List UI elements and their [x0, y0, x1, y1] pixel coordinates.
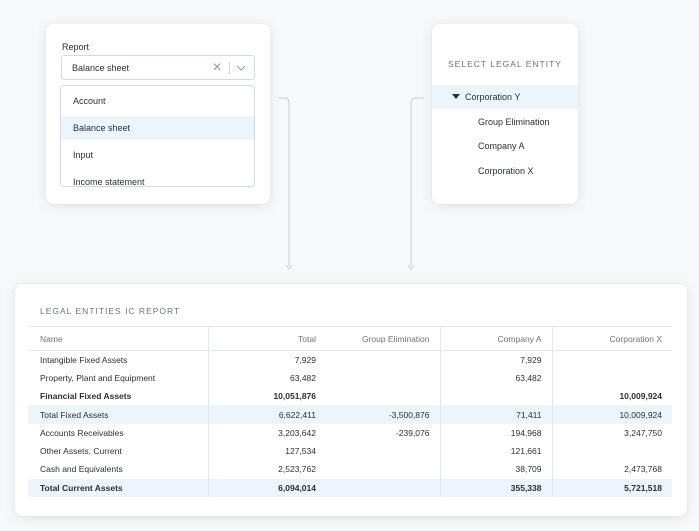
table-row[interactable]: Other Assets, Current 127,534 121,661	[28, 441, 672, 461]
tree-item-group-elimination[interactable]: Group Elimination	[432, 110, 578, 134]
dropdown-item-input[interactable]: Input	[61, 143, 254, 167]
row-name-cell: Accounts Receivables	[40, 427, 124, 438]
table-row[interactable]: Accounts Receivables 3,203,642 -239,076 194…	[28, 423, 672, 442]
report-selector-card: Report Balance sheet ✕ Account Balance s…	[46, 24, 270, 204]
value-cell	[551, 350, 672, 369]
dropdown-item-label: Account	[73, 96, 106, 106]
dropdown-item-balance-sheet[interactable]: Balance sheet	[61, 116, 254, 140]
tree-item-label: Corporation X	[478, 166, 534, 176]
tree-item-corporation-y[interactable]: Corporation Y	[432, 85, 578, 109]
dropdown-item-label: Input	[73, 150, 94, 160]
row-name-cell: Financial Fixed Assets	[40, 391, 132, 402]
value-cell: 121,661	[439, 441, 552, 461]
caret-down-icon[interactable]	[452, 94, 460, 99]
row-name-cell: Cash and Equivalents	[40, 464, 123, 475]
value-cell: 7,929	[207, 350, 326, 369]
value-cell: 355,338	[439, 478, 552, 497]
chevron-down-icon[interactable]	[235, 63, 247, 73]
value-cell	[326, 478, 440, 497]
column-header-name[interactable]: Name	[28, 326, 208, 351]
column-header-total[interactable]: Total	[207, 326, 326, 351]
report-field-label: Report	[62, 42, 90, 52]
value-cell: 6,094,014	[207, 478, 326, 497]
value-cell: 71,411	[439, 405, 552, 424]
row-name-cell: Total Fixed Assets	[28, 405, 208, 424]
value-cell	[551, 441, 672, 461]
value-cell: 2,473,768	[551, 460, 672, 479]
connector-arrow-right	[407, 264, 415, 270]
value-cell: 10,009,924	[551, 387, 672, 406]
value-cell: 3,247,750	[551, 423, 672, 442]
value-cell	[326, 387, 440, 405]
tree-item-label: Company A	[478, 141, 525, 151]
tree-item-corporation-x[interactable]: Corporation X	[432, 159, 578, 183]
report-table-title: LEGAL ENTITIES IC REPORT	[40, 306, 181, 316]
report-table: Name Total Group Elimination Company A C…	[28, 326, 672, 497]
table-row[interactable]: Cash and Equivalents 2,523,762 38,709 2,473…	[28, 460, 672, 479]
tree-item-label: Corporation Y	[465, 92, 521, 102]
value-cell	[326, 369, 440, 387]
value-cell: 6,622,411	[207, 405, 326, 424]
dropdown-item-label: Balance sheet	[73, 123, 131, 133]
table-header-row: Name Total Group Elimination Company A C…	[28, 326, 672, 351]
value-cell: 38,709	[439, 460, 552, 479]
value-cell	[326, 460, 440, 478]
value-cell: 3,203,642	[207, 423, 326, 442]
value-cell	[439, 387, 552, 406]
tree-item-company-a[interactable]: Company A	[432, 134, 578, 158]
row-name-cell: Other Assets, Current	[40, 446, 122, 457]
connector-arrow-left	[285, 264, 293, 270]
value-cell: 63,482	[207, 368, 326, 388]
column-header-corporation-x[interactable]: Corporation X	[551, 326, 672, 351]
connector-entity-to-table	[410, 97, 424, 266]
table-row[interactable]: Property, Plant and Equipment 63,482 63,48…	[28, 368, 672, 388]
dropdown-item-income-statement[interactable]: Income statement	[61, 170, 254, 187]
table-row[interactable]: Financial Fixed Assets 10,051,876 10,009,9…	[28, 387, 672, 406]
report-table-body: Intangible Fixed Assets 7,929 7,929 Propert…	[28, 350, 672, 497]
value-cell: -239,076	[395, 427, 430, 438]
report-select[interactable]: Balance sheet ✕	[61, 55, 255, 80]
column-header-group-elimination[interactable]: Group Elimination	[326, 326, 440, 351]
dropdown-item-label: Income statement	[73, 177, 145, 187]
value-cell: 5,721,518	[551, 478, 672, 497]
select-divider	[229, 62, 230, 74]
dropdown-item-account[interactable]: Account	[61, 89, 254, 113]
connector-report-to-table	[278, 97, 290, 266]
value-cell: 194,968	[439, 423, 552, 442]
value-cell: 7,929	[439, 350, 552, 369]
value-cell: 2,523,762	[207, 460, 326, 479]
table-row[interactable]: Total Current Assets 6,094,014 355,338 5,72…	[28, 478, 672, 497]
value-cell	[326, 351, 440, 369]
table-row[interactable]: Total Fixed Assets 6,622,411 -3,500,876 71,…	[28, 405, 672, 424]
value-cell: 127,534	[207, 441, 326, 461]
value-cell	[326, 442, 440, 460]
report-table-card: LEGAL ENTITIES IC REPORT Name Total Grou…	[15, 284, 687, 516]
value-cell: 10,009,924	[551, 405, 672, 424]
column-header-company-a[interactable]: Company A	[439, 326, 552, 351]
value-cell: -3,500,876	[326, 405, 440, 424]
report-select-value: Balance sheet	[72, 63, 130, 73]
tree-item-label: Group Elimination	[478, 117, 550, 127]
legal-entity-card: SELECT LEGAL ENTITY Corporation Y Group …	[432, 24, 578, 204]
close-icon[interactable]: ✕	[211, 60, 223, 74]
row-name-cell: Intangible Fixed Assets	[40, 354, 128, 365]
value-cell	[551, 368, 672, 388]
value-cell: 63,482	[439, 368, 552, 388]
value-cell: 10,051,876	[207, 387, 326, 406]
row-name-cell: Property, Plant and Equipment	[40, 372, 156, 383]
table-row[interactable]: Intangible Fixed Assets 7,929 7,929	[28, 350, 672, 369]
report-dropdown-menu: Account Balance sheet Input Income state…	[60, 85, 255, 187]
legal-entity-title: SELECT LEGAL ENTITY	[448, 59, 562, 69]
row-name-cell: Total Current Assets	[28, 478, 208, 497]
